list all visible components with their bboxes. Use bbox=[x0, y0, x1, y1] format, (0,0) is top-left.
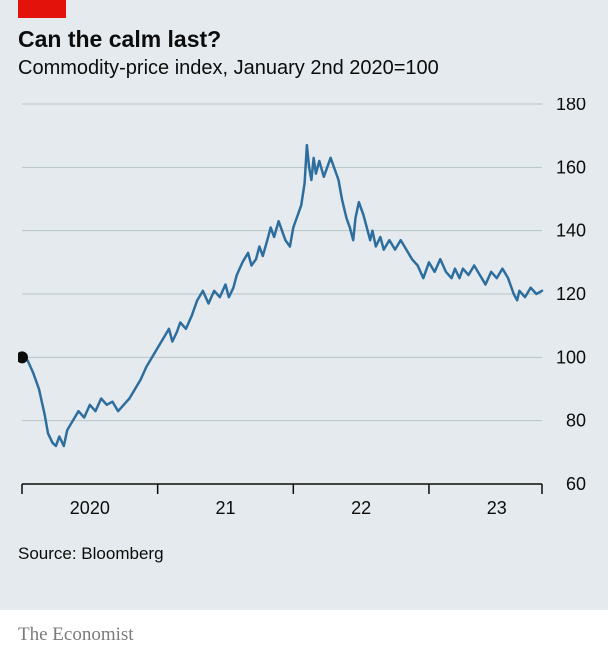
y-axis-label: 80 bbox=[566, 411, 586, 431]
start-dot bbox=[18, 351, 28, 363]
economist-red-tag bbox=[18, 0, 66, 18]
y-axis-label: 100 bbox=[556, 347, 586, 367]
x-axis-label: 23 bbox=[487, 498, 507, 518]
y-axis-label: 140 bbox=[556, 221, 586, 241]
data-line bbox=[22, 145, 542, 446]
y-axis-label: 60 bbox=[566, 474, 586, 494]
plot-area: 60 80 100 120 140 160 180 2020 21 22 23 bbox=[18, 98, 590, 528]
y-axis-label: 160 bbox=[556, 157, 586, 177]
y-axis-label: 180 bbox=[556, 98, 586, 114]
chart-subtitle: Commodity-price index, January 2nd 2020=… bbox=[0, 57, 608, 80]
chart-container: Can the calm last? Commodity-price index… bbox=[0, 0, 608, 610]
chart-source: Source: Bloomberg bbox=[0, 528, 608, 582]
x-axis-label: 21 bbox=[215, 498, 235, 518]
x-axis-label: 22 bbox=[351, 498, 371, 518]
chart-title: Can the calm last? bbox=[0, 0, 608, 57]
chart-svg: 60 80 100 120 140 160 180 2020 21 22 23 bbox=[18, 98, 590, 528]
attribution: The Economist bbox=[0, 610, 608, 660]
y-axis-label: 120 bbox=[556, 284, 586, 304]
x-axis-label: 2020 bbox=[70, 498, 110, 518]
